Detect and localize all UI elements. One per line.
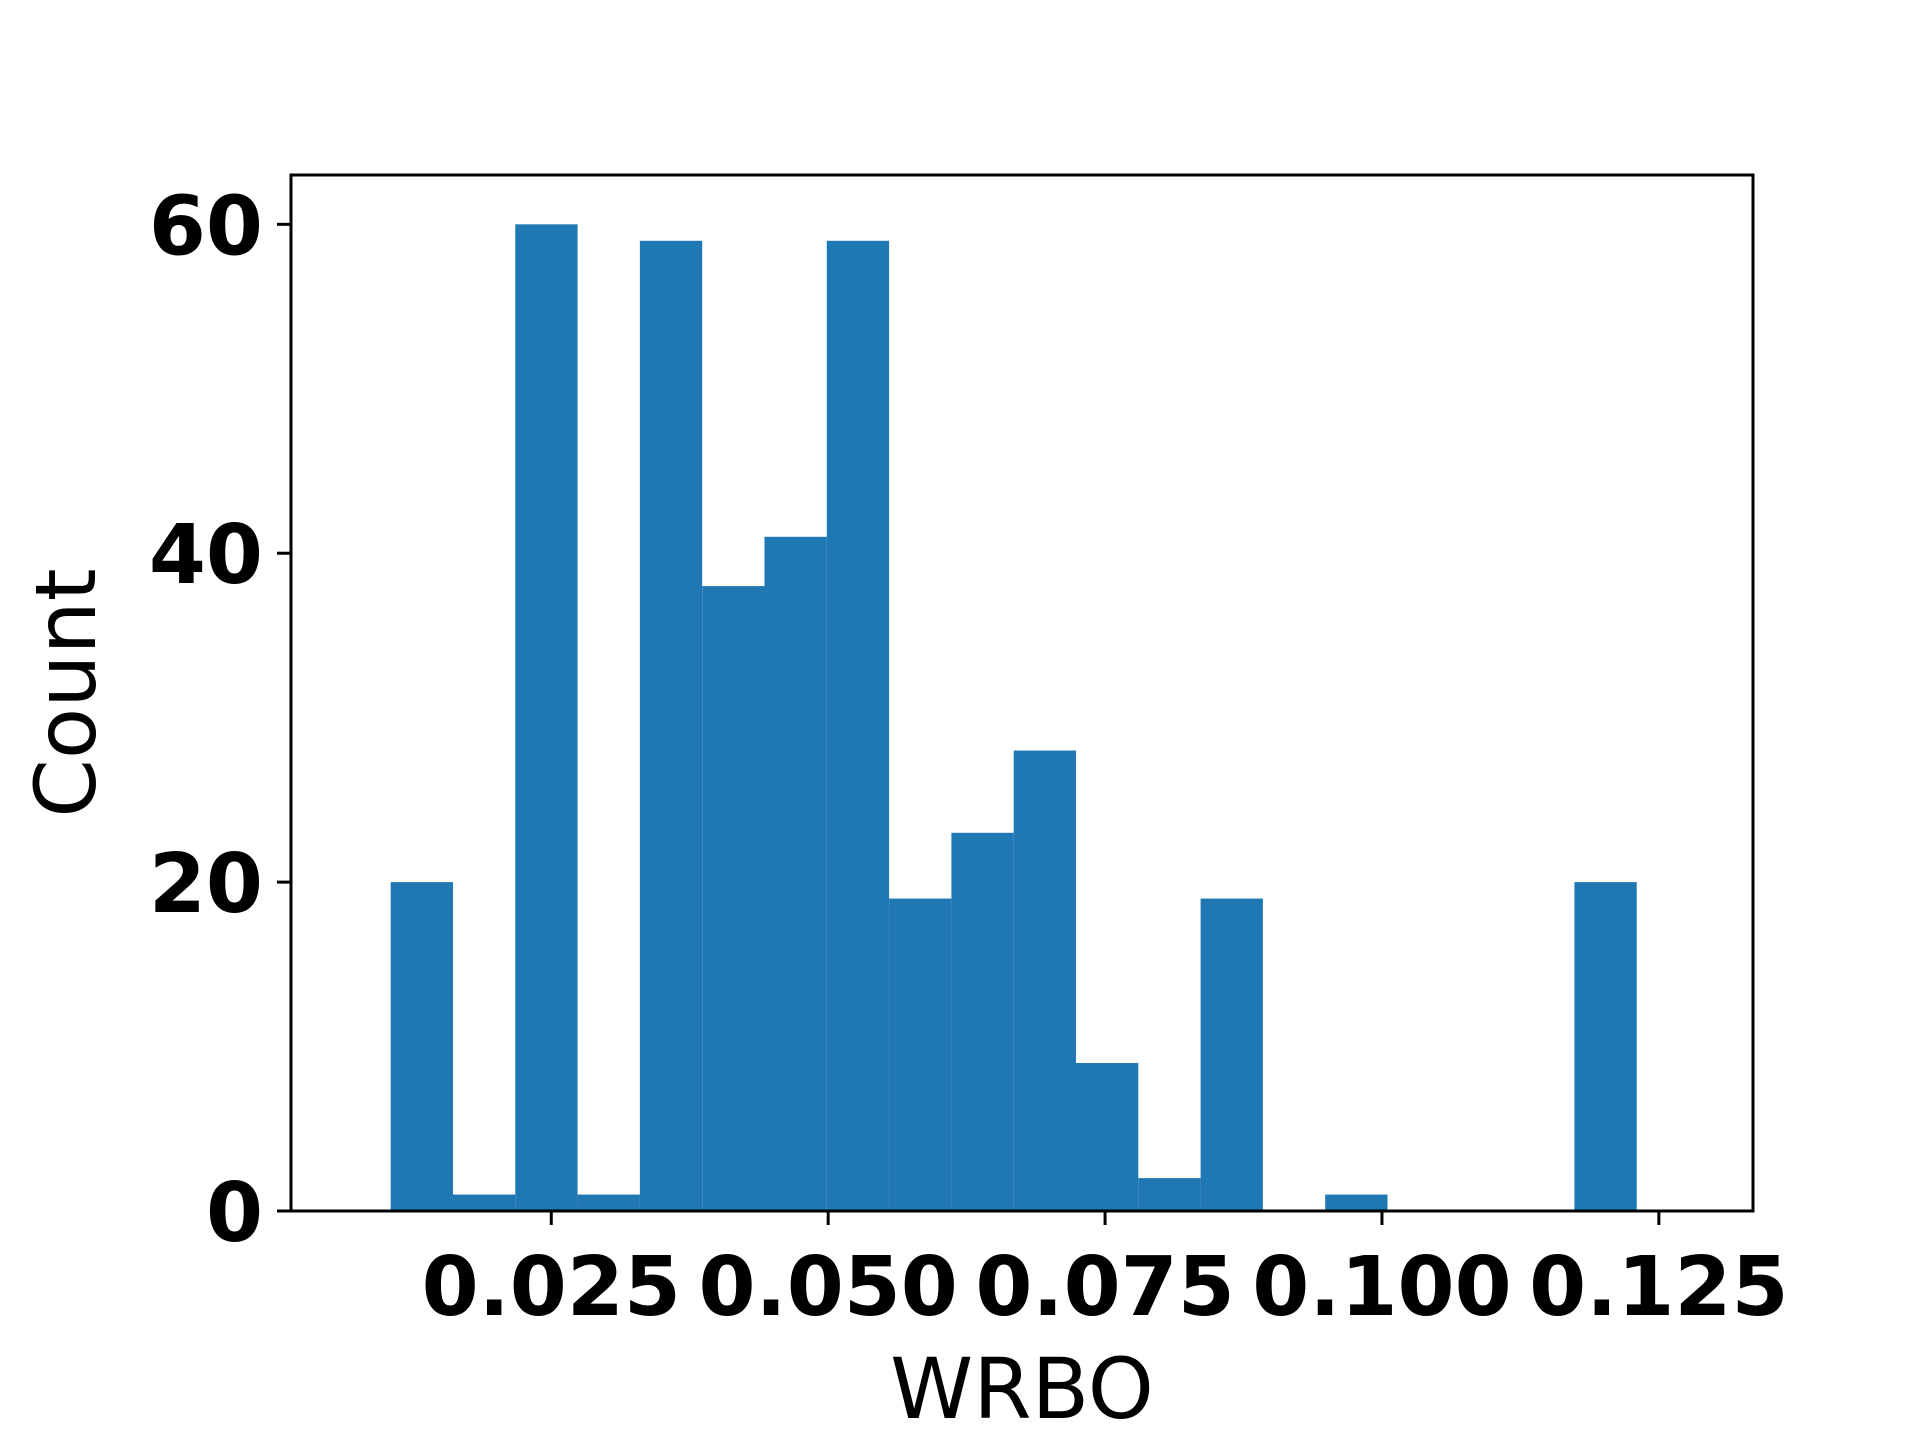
histogram-bar [577,1194,640,1211]
histogram-bar [1200,898,1263,1211]
histogram-bar [1013,750,1076,1211]
histogram-bar [639,240,703,1211]
histogram-bar [764,536,827,1211]
histogram-bar [515,224,578,1212]
y-tick-label: 0 [206,1166,263,1261]
x-tick-label: 0.025 [422,1240,681,1335]
histogram-bar [1574,882,1637,1211]
y-tick-label: 60 [149,179,263,274]
x-axis-label: WRBO [890,1340,1154,1438]
histogram-bar [826,240,890,1211]
x-tick-label: 0.075 [975,1240,1234,1335]
histogram-bar [390,882,453,1211]
x-tick-label: 0.050 [698,1240,957,1335]
histogram-bar [951,832,1014,1211]
histogram-bar [1075,1063,1139,1211]
histogram-bar [452,1194,516,1211]
y-tick-label: 40 [149,508,263,603]
histogram-bar [702,586,765,1211]
histogram-bar [1138,1178,1201,1211]
histogram-bar [889,898,952,1211]
bars-group [390,224,1637,1212]
y-axis-label: Count [17,568,115,817]
y-tick-label: 20 [149,837,263,932]
x-tick-label: 0.100 [1252,1240,1511,1335]
plot-frame [289,173,1755,1213]
x-tick-label: 0.125 [1529,1240,1788,1335]
histogram-bar [1325,1194,1388,1211]
ticks-group: 0.025 0.050 0.075 0.100 0.125 0 20 40 60 [149,179,1789,1335]
